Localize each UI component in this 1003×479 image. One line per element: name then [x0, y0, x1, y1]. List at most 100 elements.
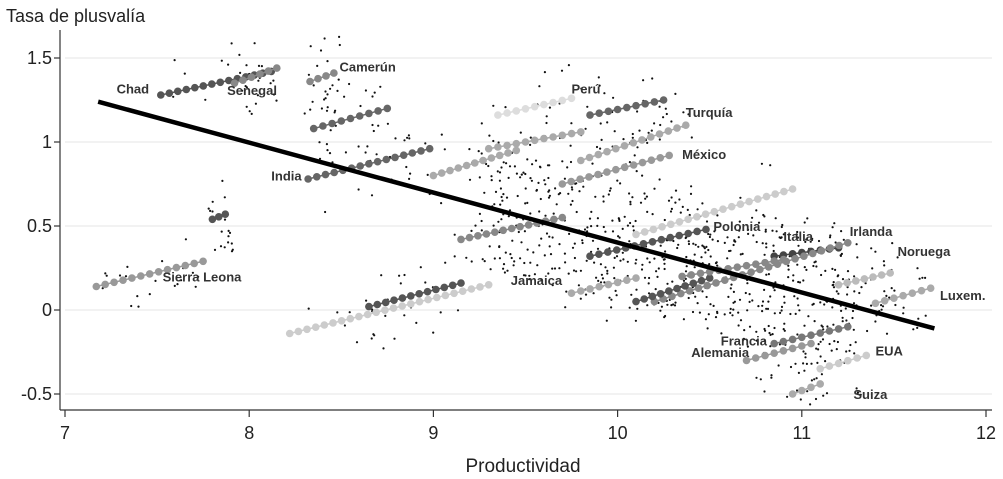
series-point: [917, 286, 926, 295]
series-point: [666, 233, 675, 242]
scatter-dot: [590, 210, 593, 213]
scatter-dot: [707, 313, 710, 316]
scatter-dot: [858, 291, 861, 295]
country-label: Noruega: [898, 244, 952, 259]
scatter-dot: [337, 78, 340, 81]
series-point: [880, 297, 889, 305]
scatter-dot: [701, 290, 704, 293]
scatter-dot: [796, 333, 799, 336]
scatter-dot: [618, 219, 621, 222]
series-point: [415, 297, 424, 306]
scatter-dot: [651, 213, 654, 216]
scatter-dot: [497, 141, 500, 144]
scatter-dot: [570, 122, 573, 125]
series-point: [816, 329, 824, 337]
scatter-dot: [227, 63, 230, 66]
scatter-dot: [326, 149, 329, 152]
scatter-dot: [318, 157, 322, 160]
scatter-dot: [492, 139, 495, 143]
scatter-dot: [344, 151, 347, 154]
scatter-dot: [586, 105, 589, 108]
country-series-group: [834, 269, 894, 289]
scatter-dot: [694, 243, 697, 246]
series-point: [191, 83, 199, 92]
scatter-dot: [575, 210, 578, 214]
scatter-dot: [705, 245, 708, 248]
scatter-dot: [545, 121, 548, 125]
scatter-dot: [647, 282, 650, 285]
scatter-dot: [254, 102, 257, 105]
scatter-dot: [841, 320, 844, 323]
scatter-dot: [499, 203, 502, 206]
scatter-dot: [732, 243, 735, 247]
series-point: [399, 151, 408, 159]
scatter-dot: [819, 340, 822, 343]
series-point: [762, 192, 771, 201]
scatter-dot: [795, 233, 798, 236]
scatter-dot: [621, 227, 624, 230]
scatter-dot: [924, 276, 927, 279]
scatter-dot: [697, 245, 700, 248]
scatter-dot: [594, 195, 597, 198]
scatter-dot: [666, 303, 669, 306]
scatter-dot: [500, 195, 503, 199]
scatter-dot: [194, 285, 197, 288]
series-point: [415, 290, 424, 298]
scatter-dot: [371, 123, 374, 127]
scatter-dot: [560, 69, 564, 72]
scatter-dot: [578, 190, 581, 193]
scatter-dot: [379, 85, 382, 88]
scatter-dot: [579, 297, 582, 300]
scatter-dot: [497, 220, 500, 223]
scatter-dot: [582, 185, 585, 188]
series-point: [780, 187, 788, 196]
scatter-dot: [173, 59, 176, 62]
scatter-dot: [500, 166, 503, 169]
series-point: [382, 155, 391, 164]
series-point: [190, 259, 198, 268]
scatter-dot: [839, 254, 843, 257]
scatter-dot: [481, 258, 484, 261]
scatter-dot: [480, 219, 483, 223]
scatter-dot: [810, 379, 814, 382]
scatter-dot: [651, 77, 654, 80]
scatter-dot: [654, 288, 657, 291]
scatter-dot: [496, 170, 499, 173]
scatter-dot: [638, 129, 641, 132]
series-point: [665, 287, 673, 295]
country-labels: Chad Senegal Camerún Perú Turquía India México…: [117, 59, 986, 402]
series-point: [383, 104, 392, 113]
scatter-dot: [547, 272, 550, 275]
scatter-dot: [768, 331, 771, 335]
scatter-dot: [679, 211, 682, 214]
scatter-dot: [716, 264, 719, 267]
scatter-dot: [688, 213, 691, 217]
scatter-dot: [602, 225, 605, 229]
scatter-dot: [924, 314, 927, 317]
scatter-dot: [815, 265, 818, 268]
scatter-dot: [324, 210, 327, 214]
scatter-dot: [571, 246, 575, 249]
series-point: [373, 300, 382, 309]
scatter-dot: [705, 220, 709, 223]
series-point: [656, 154, 665, 162]
scatter-dot: [504, 251, 507, 254]
scatter-dot: [853, 275, 856, 278]
scatter-dot: [468, 178, 472, 181]
scatter-dot: [548, 194, 552, 197]
scatter-dot: [566, 166, 569, 169]
scatter-dot: [596, 217, 600, 220]
scatter-dot: [606, 272, 609, 275]
scatter-dot: [796, 263, 799, 266]
scatter-dot: [619, 259, 622, 262]
scatter-dot: [572, 269, 576, 272]
scatter-dot: [803, 324, 806, 327]
series-point: [446, 166, 454, 175]
scatter-dot: [737, 311, 740, 314]
scatter-dot: [564, 261, 567, 264]
series-point: [474, 232, 482, 240]
scatter-dot: [626, 224, 630, 227]
series-point: [230, 79, 239, 87]
scatter-dot: [845, 319, 848, 322]
